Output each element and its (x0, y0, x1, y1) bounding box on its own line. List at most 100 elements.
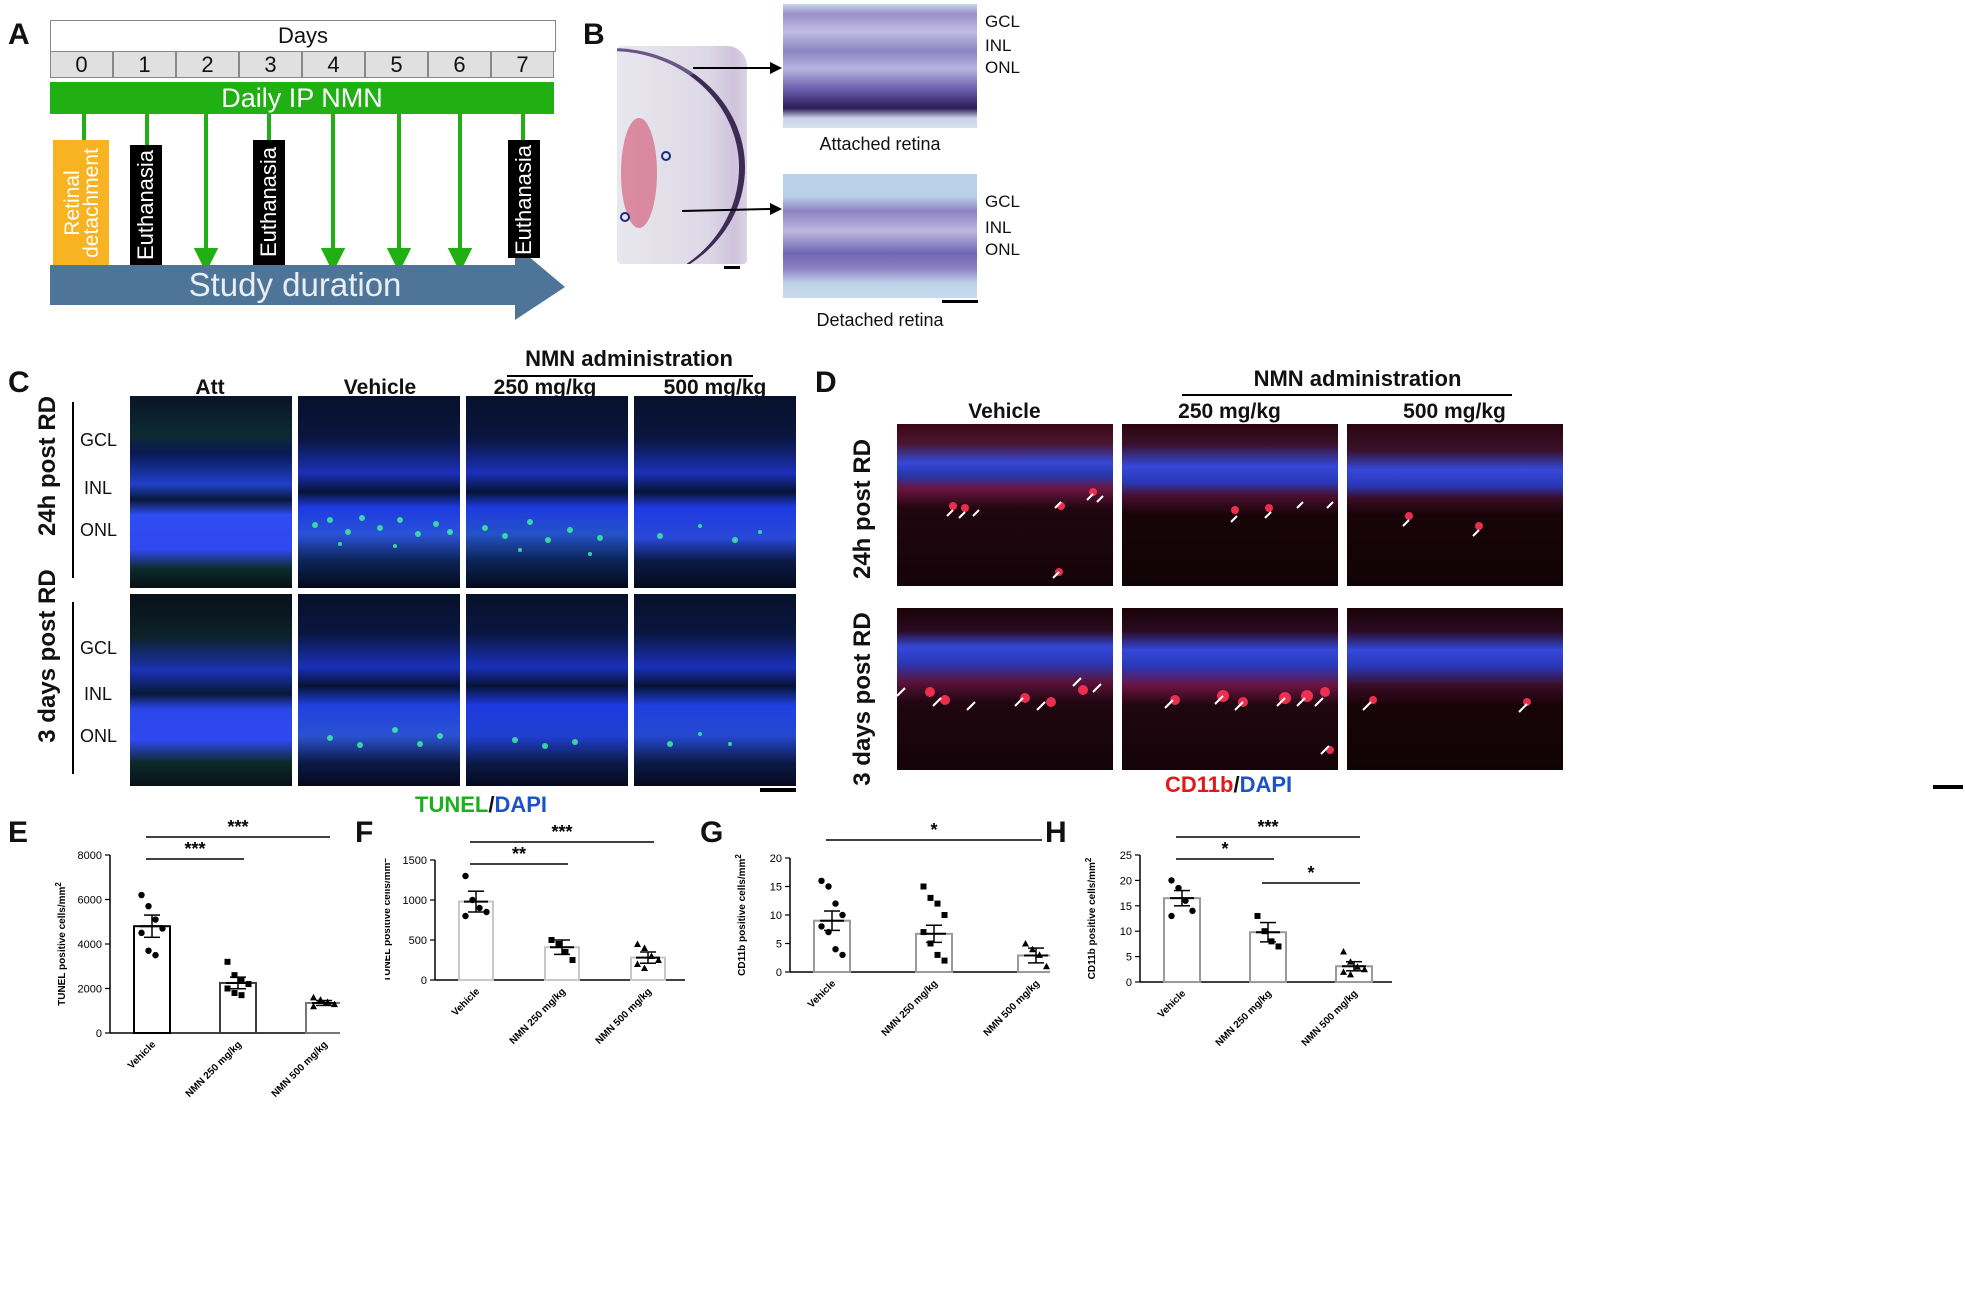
data-point (634, 940, 641, 947)
data-point (224, 985, 231, 992)
data-point (462, 872, 469, 880)
x-tick-label: NMN 500 mg/kg (982, 978, 1042, 1038)
x-tick-label: NMN 250 mg/kg (508, 986, 568, 1046)
y-tick-label: 0 (1126, 977, 1132, 989)
x-tick-label: Vehicle (126, 1039, 158, 1071)
micrograph-250-3d (1122, 608, 1338, 770)
eye-section-image (617, 46, 747, 264)
data-point (839, 911, 846, 919)
column-header-vehicle: Vehicle (343, 376, 417, 399)
group-header-rule (507, 375, 753, 377)
data-point (317, 996, 324, 1003)
panel-label-b: B (583, 18, 605, 51)
data-point (569, 957, 576, 963)
data-point (324, 998, 331, 1005)
column-header-500: 500 mg/kg (1403, 400, 1506, 423)
retinal-detachment-label: Retinal detachment (61, 148, 103, 258)
layer-label-gcl: GCL (80, 638, 118, 658)
significance-label: *** (227, 820, 248, 837)
micrograph-att-24h (130, 396, 292, 588)
data-point (483, 908, 490, 916)
x-tick-label: NMN 500 mg/kg (270, 1039, 330, 1099)
day-cell: 7 (491, 51, 554, 78)
tunel-positive-dots (312, 515, 762, 749)
layer-label-inl: INL (84, 478, 113, 498)
y-tick-label: 500 (409, 935, 427, 947)
day-label: 6 (453, 52, 466, 77)
data-point (231, 989, 238, 996)
y-tick-label: 8000 (78, 850, 102, 862)
data-point (310, 993, 317, 1001)
bar (1017, 954, 1050, 974)
arrow-head (193, 248, 219, 273)
y-tick-label: 0 (776, 967, 782, 979)
y-axis-label: CD11b positive cells/mm2 (734, 854, 748, 976)
data-point (927, 894, 934, 901)
day-label: 2 (201, 52, 214, 77)
significance-label: ** (512, 844, 526, 864)
euthanasia-label: Euthanasia (256, 146, 281, 258)
bar (133, 925, 171, 1034)
timeline-arrows (50, 114, 565, 320)
data-point (1036, 951, 1043, 958)
data-point (1347, 958, 1354, 965)
day-cell: 6 (428, 51, 491, 78)
layer-label-onl: ONL (80, 726, 118, 746)
data-point (1029, 945, 1036, 953)
x-tick-label: NMN 250 mg/kg (1214, 988, 1274, 1048)
chart-h: 0 5 10 15 20 25 CD11b positive cells/mm2 Vehicl… (1084, 820, 1392, 1049)
y-tick-label: 0 (421, 975, 427, 987)
stain-tunel: TUNEL (415, 792, 489, 817)
data-point (152, 951, 159, 959)
day-label: 3 (264, 52, 277, 77)
data-point (927, 940, 934, 947)
data-point (145, 947, 152, 954)
y-tick-label: 20 (770, 853, 782, 865)
day-cell: 1 (113, 51, 176, 78)
day-cell: 2 (176, 51, 239, 78)
micrograph-250-24h (1122, 424, 1338, 586)
y-axis-label-superscript: 2 (385, 858, 388, 863)
data-point (934, 900, 941, 907)
data-point (555, 941, 562, 947)
y-tick-label: 15 (1120, 901, 1132, 913)
y-tick-label: 20 (1120, 875, 1132, 887)
data-point (238, 992, 245, 999)
arrow-head (770, 62, 782, 74)
x-tick-label: NMN 250 mg/kg (880, 978, 940, 1038)
detached-retina-image (783, 174, 977, 298)
stain-separator: / (488, 792, 495, 817)
bar (1163, 897, 1201, 983)
panel-label-g: G (700, 816, 724, 849)
study-duration-label: Study duration (188, 266, 402, 303)
caption-detached-retina: Detached retina (816, 310, 944, 330)
y-axis-label: CD11b positive cells/mm2 (1084, 857, 1098, 979)
stain-legend: CD11b/DAPI (1165, 772, 1292, 798)
y-tick-label: 1500 (403, 855, 427, 867)
group-header: NMN administration (525, 346, 733, 371)
data-point (245, 981, 252, 988)
stain-legend: TUNEL/DAPI (415, 792, 547, 818)
y-axis-label: TUNEL positive cells/mm2 (385, 858, 393, 982)
data-point (641, 964, 648, 971)
column-header-500: 500 mg/kg (663, 376, 767, 399)
x-tick-label: NMN 250 mg/kg (184, 1039, 244, 1099)
pointer-arrows (620, 62, 782, 222)
micrograph-vehicle-24h (298, 396, 460, 588)
significance-label: *** (551, 822, 572, 842)
micrograph-500-3d (1347, 608, 1563, 770)
data-point (1340, 948, 1347, 955)
pointer-line (681, 208, 771, 212)
tunel-panel: NMN administration Att Vehicle 250 mg/kg… (0, 340, 810, 820)
layer-label-onl: ONL (80, 520, 118, 540)
data-point (1182, 897, 1189, 904)
timeline-panel: Days 0 1 2 3 4 5 6 7 Daily IP NMN (0, 0, 580, 330)
y-tick-label: 2000 (78, 984, 102, 996)
layer-label-inl: INL (985, 218, 1012, 237)
y-tick-label: 5 (776, 939, 782, 951)
day-cell: 4 (302, 51, 365, 78)
stain-dapi: DAPI (1239, 772, 1293, 797)
panel-label-a: A (8, 18, 30, 51)
micrograph-250-3d (466, 594, 628, 786)
chart-f: 0 500 1000 1500 TUNEL positive cells/mm2 Vehi… (385, 822, 685, 1047)
